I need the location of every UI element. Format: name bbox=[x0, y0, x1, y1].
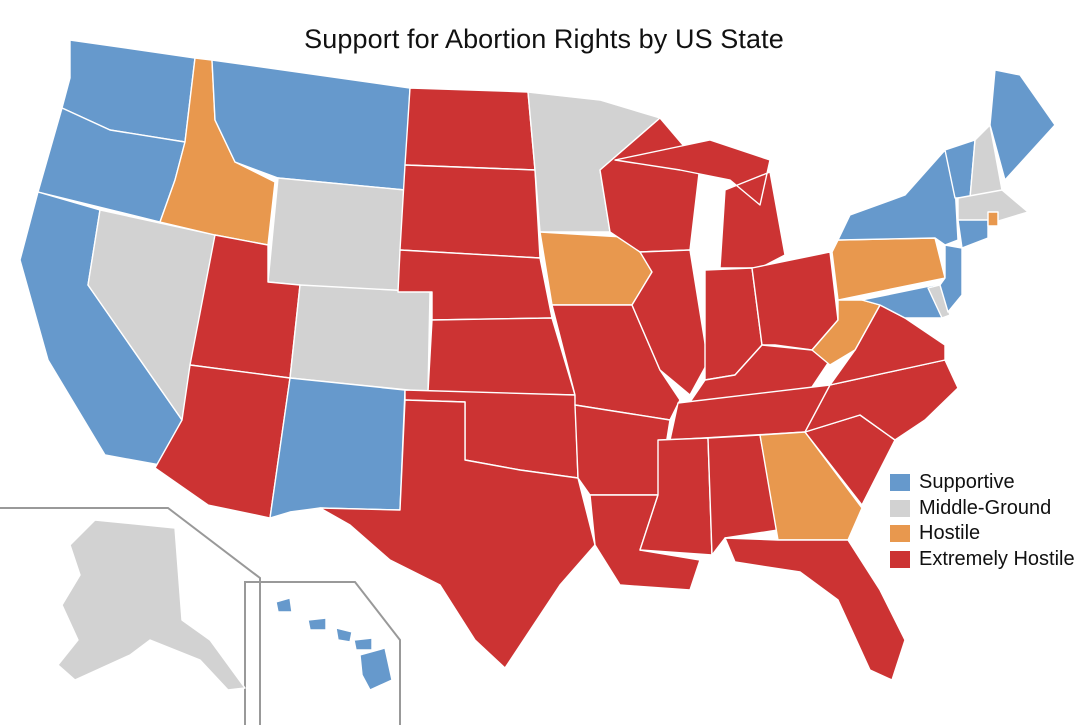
map-title: Support for Abortion Rights by US State bbox=[304, 24, 784, 54]
state-hawaii bbox=[275, 597, 393, 691]
map-legend: Supportive Middle-Ground Hostile Extreme… bbox=[890, 470, 1075, 572]
state-wyoming bbox=[267, 177, 406, 296]
state-michigan bbox=[614, 139, 786, 269]
state-texas bbox=[319, 399, 596, 669]
state-alabama bbox=[707, 434, 779, 556]
legend-swatch-supportive bbox=[890, 474, 910, 492]
legend-swatch-extremely-hostile bbox=[890, 550, 910, 568]
state-delaware bbox=[927, 284, 951, 319]
legend-label: Middle-Ground bbox=[919, 496, 1052, 519]
legend-swatch-middle-ground bbox=[890, 499, 910, 517]
state-georgia bbox=[759, 431, 863, 541]
alaska-inset-frame bbox=[0, 507, 261, 725]
state-rhode-island bbox=[987, 211, 999, 227]
state-new-mexico bbox=[269, 377, 406, 519]
state-kansas bbox=[427, 317, 576, 396]
state-north-dakota bbox=[404, 87, 536, 171]
legend-item-supportive: Supportive bbox=[890, 470, 1075, 496]
state-maine bbox=[989, 69, 1056, 181]
state-florida bbox=[724, 537, 906, 681]
state-massachusetts bbox=[957, 189, 1029, 223]
state-arkansas bbox=[574, 404, 671, 496]
legend-item-middle-ground: Middle-Ground bbox=[890, 496, 1075, 522]
legend-item-extremely-hostile: Extremely Hostile bbox=[890, 547, 1075, 573]
legend-swatch-hostile bbox=[890, 525, 910, 543]
state-maryland bbox=[861, 284, 943, 319]
legend-label: Hostile bbox=[919, 522, 981, 545]
legend-label: Extremely Hostile bbox=[919, 547, 1075, 570]
state-illinois bbox=[631, 249, 709, 396]
legend-item-hostile: Hostile bbox=[890, 521, 1075, 547]
legend-label: Supportive bbox=[919, 471, 1015, 494]
state-new-york bbox=[837, 149, 959, 246]
hawaii-inset-frame bbox=[244, 581, 401, 725]
state-mississippi bbox=[639, 437, 713, 556]
state-connecticut bbox=[957, 219, 989, 249]
state-colorado bbox=[289, 284, 431, 393]
state-alaska bbox=[57, 519, 246, 691]
state-south-dakota bbox=[399, 164, 541, 259]
state-pennsylvania bbox=[831, 237, 946, 301]
